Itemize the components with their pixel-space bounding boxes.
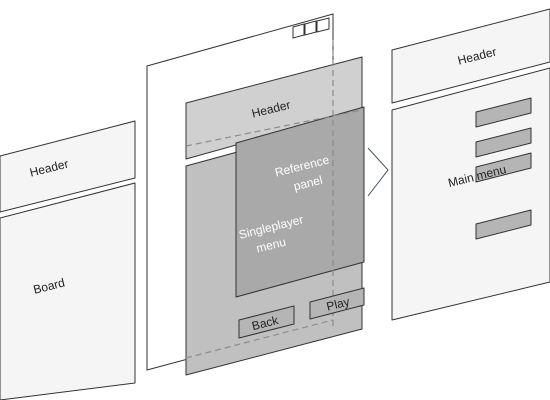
play-button-label: Play [325,295,351,314]
main-menu-option-1[interactable] [475,97,532,128]
main-menu-option-3[interactable] [475,152,532,183]
main-menu-option-2[interactable] [475,127,532,158]
game-screen: Header Board [0,120,136,400]
dashed-guide-bottom [185,319,334,359]
main-menu-screen: Header Main menu [391,8,550,321]
window-controls-icon [292,17,330,39]
back-button-label: Back [250,313,280,333]
transition-arrow-2-icon [367,147,389,197]
play-button[interactable]: Play [309,287,365,320]
reference-panel [235,106,365,298]
board-panel [0,182,136,400]
singleplayer-screen: Header Reference panel Singleplayer menu… [185,40,365,376]
main-menu-header-panel [391,8,550,104]
back-button[interactable]: Back [238,305,295,339]
main-menu-option-4[interactable] [475,209,532,240]
game-header-panel [0,120,136,213]
main-menu-body-panel [391,67,550,321]
reference-panel-label-line2: panel [292,173,324,194]
